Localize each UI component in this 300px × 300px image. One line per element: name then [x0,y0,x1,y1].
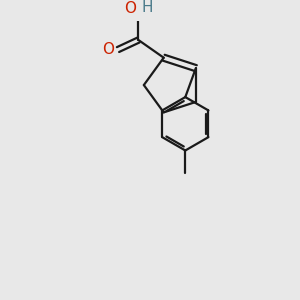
Text: O: O [102,42,114,57]
Text: O: O [124,2,136,16]
Text: H: H [142,0,153,15]
